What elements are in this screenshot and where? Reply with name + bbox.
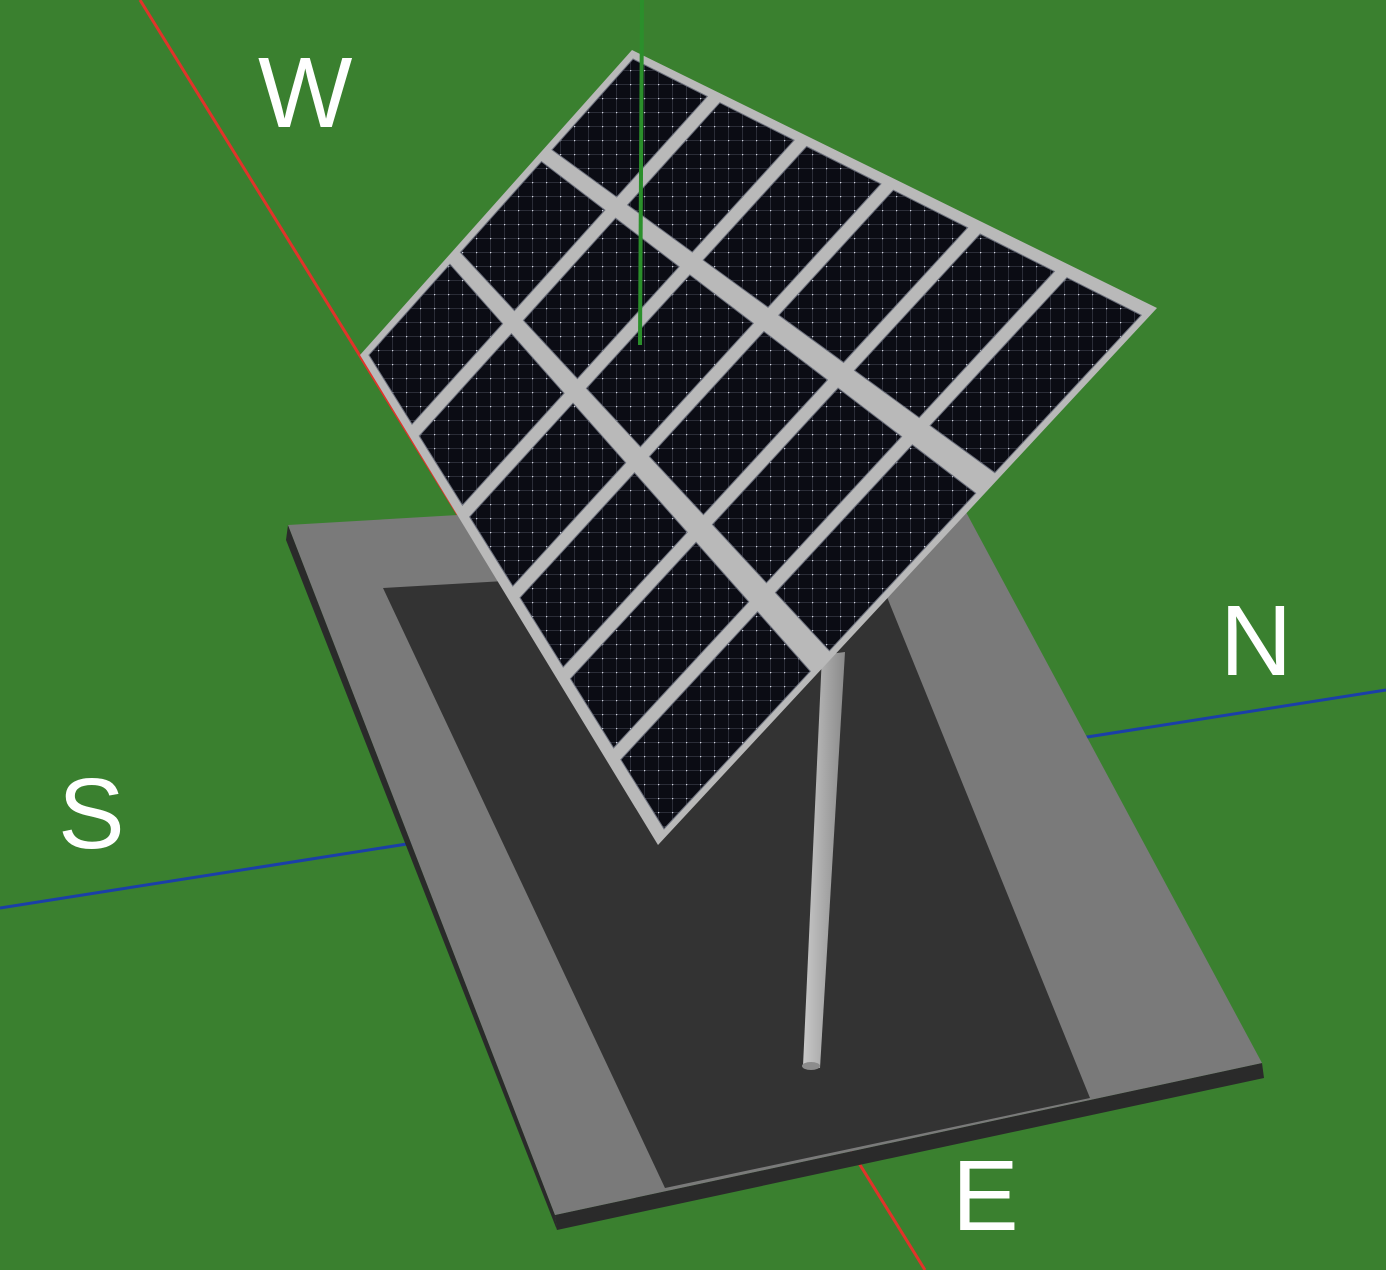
solar-module bbox=[368, 263, 504, 426]
pad-side-edge bbox=[286, 525, 557, 1230]
solar-module bbox=[929, 277, 1143, 474]
compass-label-east: E bbox=[952, 1140, 1019, 1252]
concrete-pad bbox=[286, 486, 1264, 1230]
solar-module bbox=[519, 472, 688, 668]
solar-module bbox=[711, 387, 903, 584]
solar-module bbox=[778, 189, 969, 364]
solar-module bbox=[620, 611, 811, 830]
solar-module bbox=[853, 233, 1056, 419]
pole-base bbox=[802, 1062, 820, 1070]
solar-panel-array bbox=[360, 50, 1157, 845]
solar-module bbox=[459, 160, 606, 312]
solar-module bbox=[418, 332, 565, 507]
solar-module bbox=[702, 145, 882, 308]
solar-module bbox=[468, 402, 627, 587]
tracker-pole bbox=[803, 652, 845, 1068]
axis-y-line bbox=[638, 0, 644, 346]
solar-module bbox=[774, 444, 977, 652]
pad-front-edge bbox=[555, 1063, 1264, 1230]
solar-module bbox=[626, 102, 795, 253]
solar-module bbox=[648, 330, 829, 516]
compass-label-north: N bbox=[1220, 585, 1292, 697]
compass-label-south: S bbox=[58, 758, 125, 870]
pad-shadow bbox=[383, 560, 1090, 1188]
solar-module bbox=[551, 58, 709, 198]
compass-label-west: W bbox=[258, 37, 353, 149]
solar-module bbox=[569, 541, 750, 749]
solar-module bbox=[585, 274, 755, 448]
